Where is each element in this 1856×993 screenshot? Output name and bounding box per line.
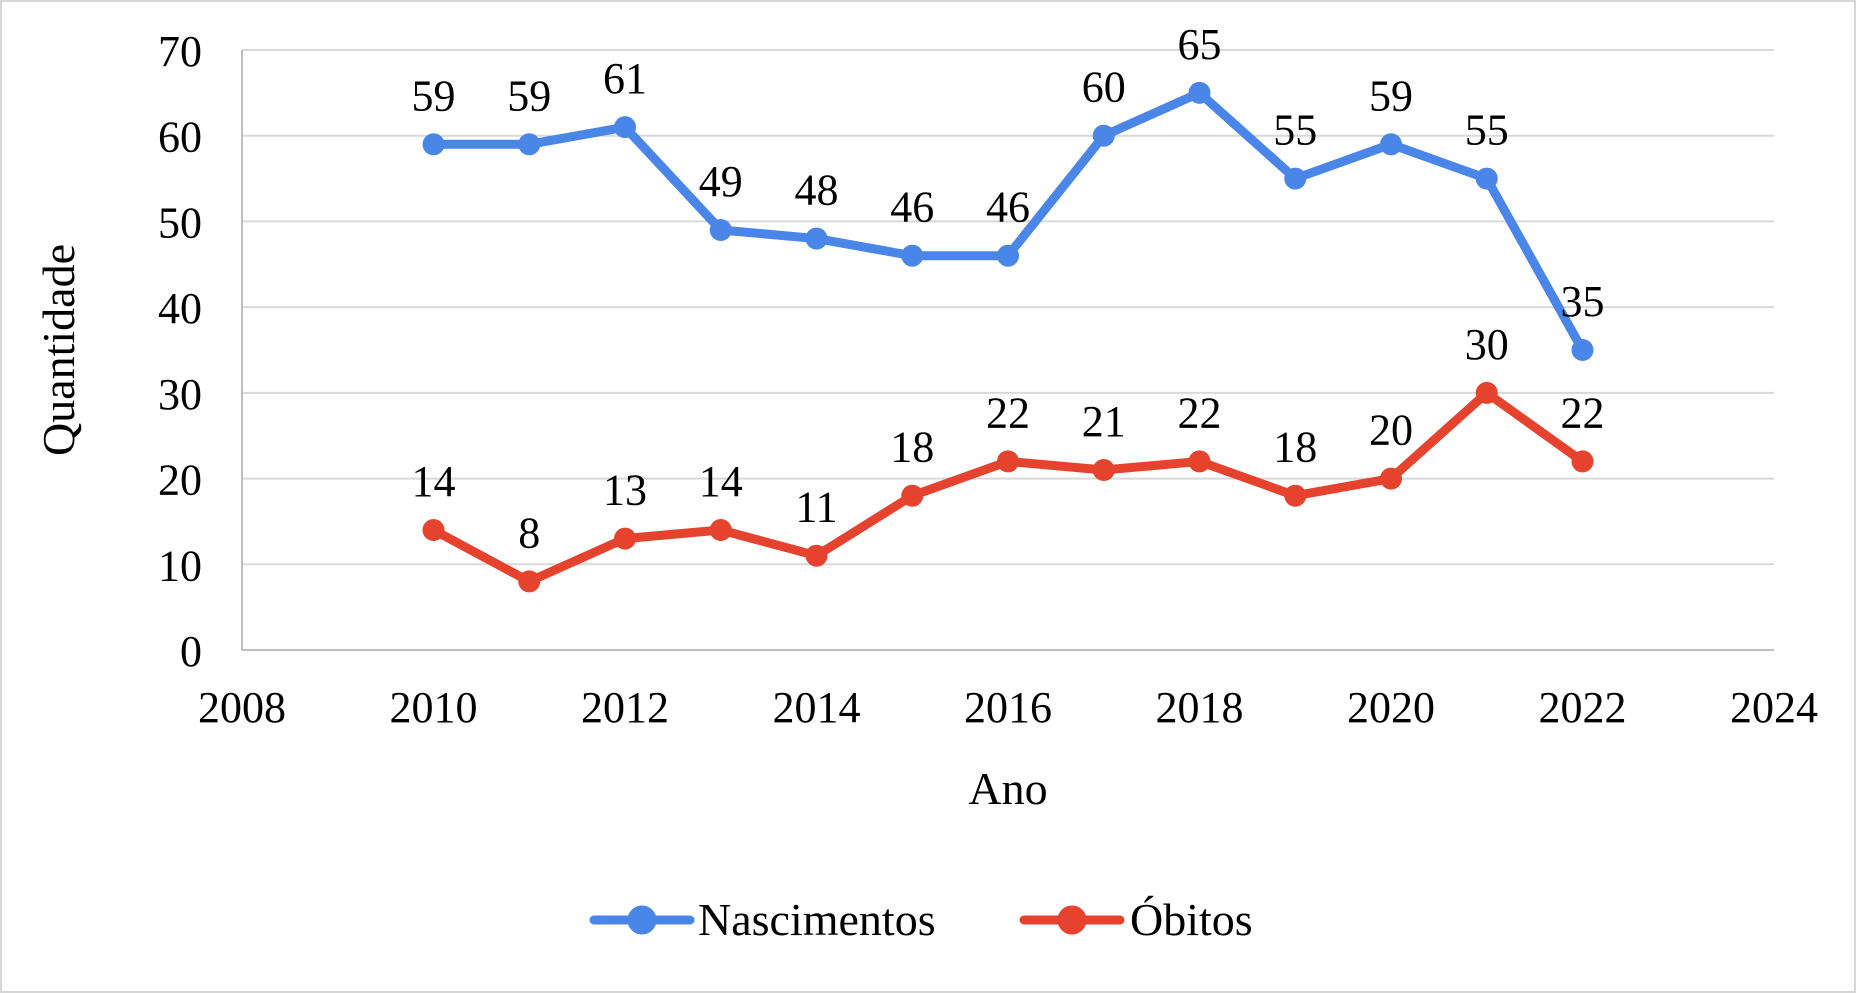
x-tick-label-2022: 2022 (1539, 683, 1627, 732)
data-label-nascimentos-2015: 46 (890, 183, 934, 232)
x-tick-label-2018: 2018 (1156, 683, 1244, 732)
data-point-nascimentos-2014 (805, 227, 828, 250)
data-label-obitos-2013: 14 (699, 457, 743, 506)
data-label-obitos-2021: 30 (1465, 320, 1509, 369)
data-label-nascimentos-2010: 59 (412, 71, 456, 120)
data-point-obitos-2012 (614, 527, 636, 550)
data-label-obitos-2018: 22 (1178, 388, 1222, 437)
data-point-nascimentos-2018 (1188, 81, 1211, 104)
data-point-nascimentos-2019 (1284, 167, 1307, 190)
data-point-nascimentos-2012 (614, 116, 636, 139)
data-point-obitos-2021 (1475, 381, 1498, 404)
data-label-nascimentos-2019: 55 (1273, 106, 1317, 155)
data-point-obitos-2013 (709, 519, 732, 541)
data-label-obitos-2022: 22 (1561, 388, 1605, 437)
y-tick-label-30: 30 (158, 370, 202, 419)
data-point-nascimentos-2020 (1380, 133, 1402, 156)
data-label-obitos-2015: 18 (890, 423, 934, 472)
legend: Nascimentos Óbitos (589, 894, 1253, 945)
y-axis-title: Quantidade (33, 244, 84, 456)
y-tick-label-70: 70 (158, 27, 202, 76)
x-tick-label-2016: 2016 (964, 683, 1052, 732)
data-label-obitos-2016: 22 (986, 388, 1030, 437)
data-label-obitos-2017: 21 (1082, 397, 1126, 446)
data-label-nascimentos-2018: 65 (1178, 20, 1222, 69)
legend-marker-obitos-icon (1057, 905, 1087, 935)
data-point-obitos-2017 (1092, 459, 1115, 481)
x-tick-label-2012: 2012 (581, 683, 669, 732)
legend-item-nascimentos: Nascimentos (589, 894, 936, 945)
x-tick-label-2010: 2010 (390, 683, 478, 732)
data-point-obitos-2015 (901, 484, 924, 507)
data-label-obitos-2020: 20 (1369, 406, 1413, 455)
x-tick-label-2008: 2008 (198, 683, 286, 732)
data-point-obitos-2020 (1380, 467, 1402, 490)
y-tick-label-60: 60 (158, 113, 202, 162)
data-point-nascimentos-2022 (1571, 339, 1594, 361)
x-tick-label-2020: 2020 (1347, 683, 1435, 732)
legend-label-nascimentos: Nascimentos (698, 894, 936, 945)
data-label-obitos-2010: 14 (412, 457, 456, 506)
y-tick-label-10: 10 (158, 541, 202, 590)
data-point-obitos-2010 (422, 519, 445, 541)
data-point-obitos-2014 (805, 544, 828, 567)
data-point-nascimentos-2017 (1092, 124, 1115, 147)
data-point-obitos-2016 (997, 450, 1019, 473)
data-label-nascimentos-2012: 61 (603, 54, 647, 103)
data-label-nascimentos-2021: 55 (1465, 106, 1509, 155)
data-labels-group: 59 59 61 49 48 46 46 60 65 55 59 55 35 14 8 13 14 11 18 22 2… (412, 20, 1605, 558)
data-label-nascimentos-2020: 59 (1369, 71, 1413, 120)
data-point-nascimentos-2016 (997, 244, 1019, 267)
data-point-nascimentos-2013 (709, 219, 732, 241)
data-label-nascimentos-2022: 35 (1561, 277, 1605, 326)
data-point-obitos-2011 (518, 570, 541, 593)
data-label-obitos-2011: 8 (518, 508, 540, 557)
y-tick-label-0: 0 (180, 627, 202, 676)
data-label-nascimentos-2017: 60 (1082, 63, 1126, 112)
data-label-obitos-2012: 13 (603, 466, 647, 515)
data-label-nascimentos-2013: 49 (699, 157, 743, 206)
y-tick-label-40: 40 (158, 284, 202, 333)
x-tick-label-2014: 2014 (773, 683, 861, 732)
x-axis-title: Ano (968, 763, 1047, 814)
axes-group (241, 50, 1774, 651)
legend-marker-nascimentos-icon (627, 905, 657, 935)
data-point-obitos-2018 (1188, 450, 1211, 473)
y-tick-label-20: 20 (158, 456, 202, 505)
data-point-nascimentos-2011 (518, 133, 541, 156)
data-point-nascimentos-2015 (901, 244, 924, 267)
data-label-nascimentos-2014: 48 (795, 166, 839, 215)
x-tick-label-2024: 2024 (1730, 683, 1818, 732)
series-group (422, 81, 1594, 593)
data-label-nascimentos-2016: 46 (986, 183, 1030, 232)
data-point-obitos-2022 (1571, 450, 1594, 473)
gridlines-group (242, 49, 1774, 566)
y-tick-label-50: 50 (158, 198, 202, 247)
data-point-obitos-2019 (1284, 484, 1307, 507)
legend-label-obitos: Óbitos (1130, 894, 1253, 945)
data-label-nascimentos-2011: 59 (507, 71, 551, 120)
data-point-nascimentos-2021 (1475, 167, 1498, 190)
data-point-nascimentos-2010 (422, 133, 445, 156)
data-label-obitos-2019: 18 (1273, 423, 1317, 472)
data-label-obitos-2014: 11 (795, 483, 837, 532)
legend-item-obitos: Óbitos (1019, 894, 1253, 945)
